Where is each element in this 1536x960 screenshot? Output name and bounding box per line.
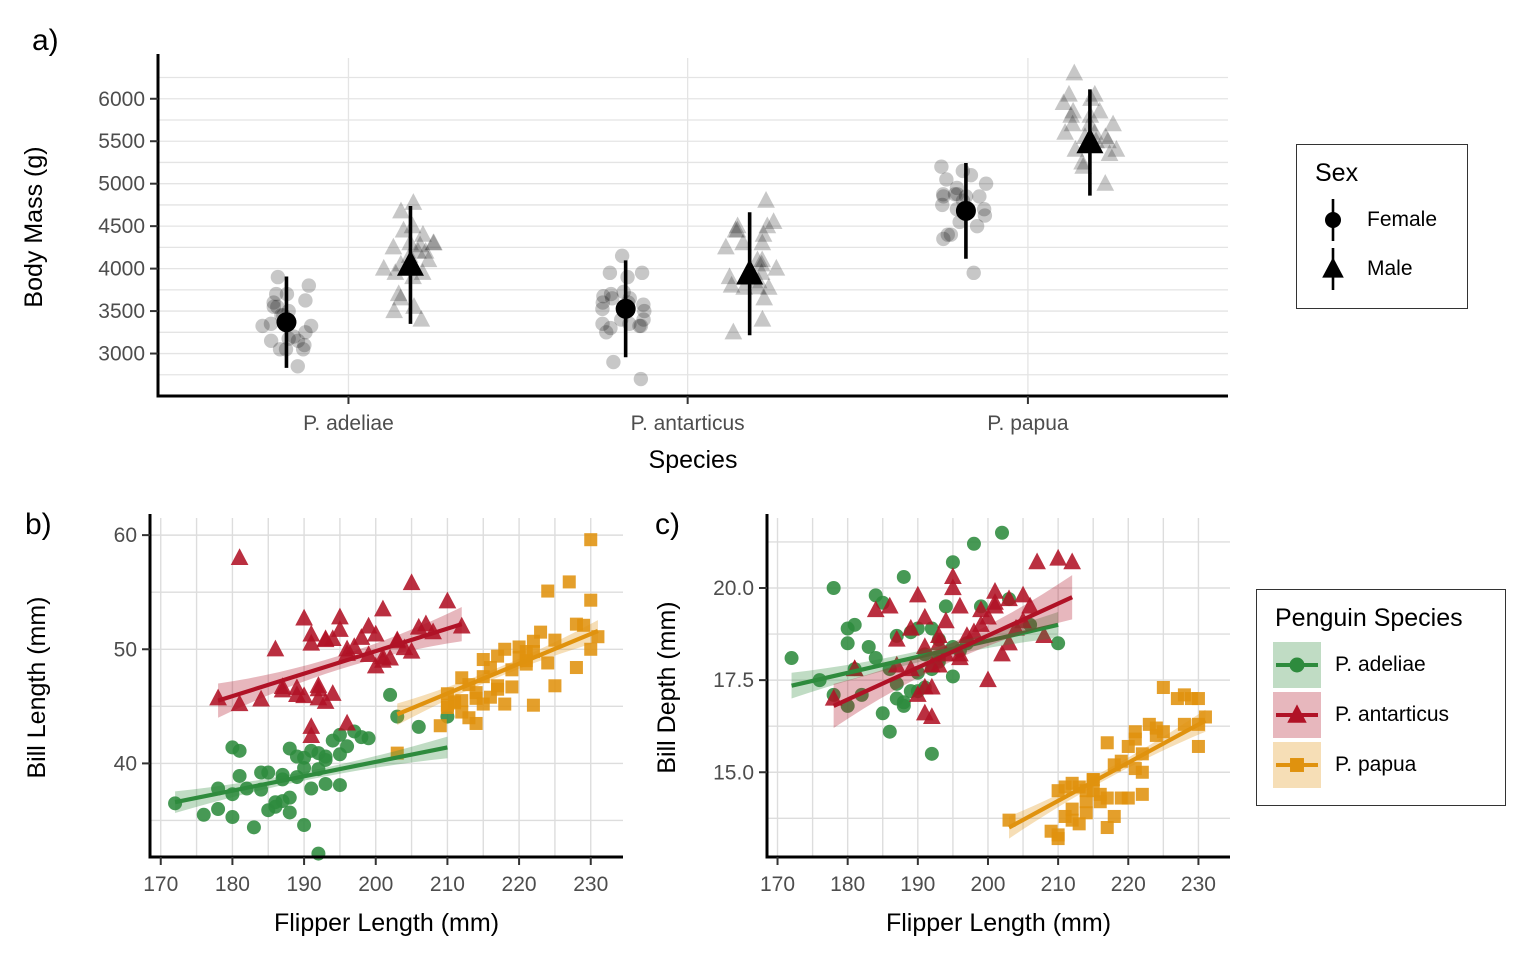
axes: 3000 3500 4000 4500 5000 5500 6000 P. adeliae P.… bbox=[98, 54, 1228, 435]
svg-text:180: 180 bbox=[215, 873, 250, 896]
points bbox=[168, 533, 605, 861]
svg-text:Species: Species bbox=[649, 446, 738, 474]
body-mass-chart: 3000 3500 4000 4500 5000 5500 6000 P. adeliae P.… bbox=[20, 24, 1228, 474]
axis-titles: Flipper Length (mm) Bill Depth (mm) bbox=[653, 601, 1111, 937]
svg-text:Body Mass (g): Body Mass (g) bbox=[20, 146, 48, 307]
svg-text:P. papua: P. papua bbox=[987, 412, 1069, 435]
svg-text:190: 190 bbox=[287, 873, 322, 896]
svg-text:230: 230 bbox=[1181, 873, 1216, 896]
species-legend: Penguin Species P. adeliae P. antarticus… bbox=[1256, 589, 1506, 806]
svg-text:4000: 4000 bbox=[98, 258, 145, 281]
svg-text:210: 210 bbox=[430, 873, 465, 896]
svg-text:5500: 5500 bbox=[98, 130, 145, 153]
female-pointrange-icon bbox=[1325, 199, 1341, 241]
svg-text:c): c) bbox=[655, 508, 680, 541]
axes: 170 180 190 200 210 220 230 40 50 60 bbox=[114, 514, 623, 896]
sex-legend-label-female: Female bbox=[1367, 208, 1438, 231]
sex-legend-item-female: Female bbox=[1313, 196, 1449, 244]
axes: 170 180 190 200 210 220 230 15.0 17.5 20.0 bbox=[713, 514, 1230, 896]
svg-text:200: 200 bbox=[358, 873, 393, 896]
svg-text:190: 190 bbox=[900, 873, 935, 896]
sex-legend-item-male: Male bbox=[1313, 245, 1449, 293]
smooths bbox=[791, 575, 1207, 839]
svg-text:220: 220 bbox=[502, 873, 537, 896]
svg-text:40: 40 bbox=[114, 752, 137, 775]
grid bbox=[158, 58, 1228, 396]
species-legend-label-papua: P. papua bbox=[1335, 753, 1417, 776]
panel-tag: a) bbox=[32, 24, 59, 57]
svg-text:170: 170 bbox=[760, 873, 795, 896]
svg-text:b): b) bbox=[25, 508, 52, 541]
svg-text:Bill Length (mm): Bill Length (mm) bbox=[23, 597, 51, 779]
svg-text:17.5: 17.5 bbox=[713, 669, 754, 692]
svg-text:60: 60 bbox=[114, 524, 137, 547]
panel-a: 3000 3500 4000 4500 5000 5500 6000 P. adeliae P.… bbox=[8, 6, 1263, 484]
pointranges bbox=[276, 89, 1104, 368]
svg-text:170: 170 bbox=[143, 873, 178, 896]
svg-text:Flipper Length (mm): Flipper Length (mm) bbox=[274, 909, 499, 937]
species-legend-title: Penguin Species bbox=[1275, 604, 1463, 632]
svg-text:Flipper Length (mm): Flipper Length (mm) bbox=[886, 909, 1111, 937]
points bbox=[784, 525, 1212, 846]
svg-text:230: 230 bbox=[573, 873, 608, 896]
antarticus-smooth-key-icon bbox=[1273, 692, 1321, 738]
axis-titles: Species Body Mass (g) bbox=[20, 146, 737, 474]
jitter-points bbox=[255, 63, 1126, 387]
svg-text:3500: 3500 bbox=[98, 300, 145, 323]
svg-text:50: 50 bbox=[114, 638, 137, 661]
svg-text:3000: 3000 bbox=[98, 343, 145, 366]
panel-tag: b) bbox=[25, 508, 52, 541]
sex-legend: Sex Female Male bbox=[1296, 144, 1468, 309]
svg-text:6000: 6000 bbox=[98, 88, 145, 111]
panel-b: 170 180 190 200 210 220 230 40 50 60 Flipper Lengt… bbox=[15, 492, 643, 950]
svg-text:P. adeliae: P. adeliae bbox=[303, 412, 394, 435]
bill-depth-chart: 170 180 190 200 210 220 23015.017.520.0Flipper… bbox=[653, 508, 1230, 937]
svg-text:220: 220 bbox=[1111, 873, 1146, 896]
panel-c: 170 180 190 200 210 220 230 15.0 17.5 20.0 Flipper… bbox=[645, 492, 1245, 950]
species-legend-label-adeliae: P. adeliae bbox=[1335, 653, 1426, 676]
species-legend-item-papua: P. papua bbox=[1273, 741, 1487, 789]
sex-legend-label-male: Male bbox=[1367, 257, 1413, 280]
svg-text:Bill Depth (mm): Bill Depth (mm) bbox=[653, 601, 681, 773]
axis-titles: Flipper Length (mm) Bill Length (mm) bbox=[23, 597, 499, 938]
papua-smooth-key-icon bbox=[1273, 742, 1321, 788]
svg-text:5000: 5000 bbox=[98, 173, 145, 196]
svg-text:20.0: 20.0 bbox=[713, 577, 754, 600]
smooths bbox=[174, 607, 599, 814]
svg-text:4500: 4500 bbox=[98, 215, 145, 238]
male-pointrange-icon bbox=[1322, 248, 1344, 290]
svg-text:200: 200 bbox=[970, 873, 1005, 896]
species-legend-item-adeliae: P. adeliae bbox=[1273, 641, 1487, 689]
svg-text:180: 180 bbox=[830, 873, 865, 896]
adeliae-smooth-key-icon bbox=[1273, 642, 1321, 688]
sex-legend-title: Sex bbox=[1315, 159, 1359, 187]
species-legend-item-antarticus: P. antarticus bbox=[1273, 691, 1487, 739]
svg-text:P. antarticus: P. antarticus bbox=[631, 412, 745, 435]
svg-text:a): a) bbox=[32, 24, 59, 57]
panel-tag: c) bbox=[655, 508, 680, 541]
svg-text:210: 210 bbox=[1041, 873, 1076, 896]
bill-length-chart: 170 180 190 200 210 220 230 40 50 60 Flipper Lengt… bbox=[23, 508, 623, 938]
species-legend-label-antarticus: P. antarticus bbox=[1335, 703, 1450, 726]
svg-text:15.0: 15.0 bbox=[713, 761, 754, 784]
